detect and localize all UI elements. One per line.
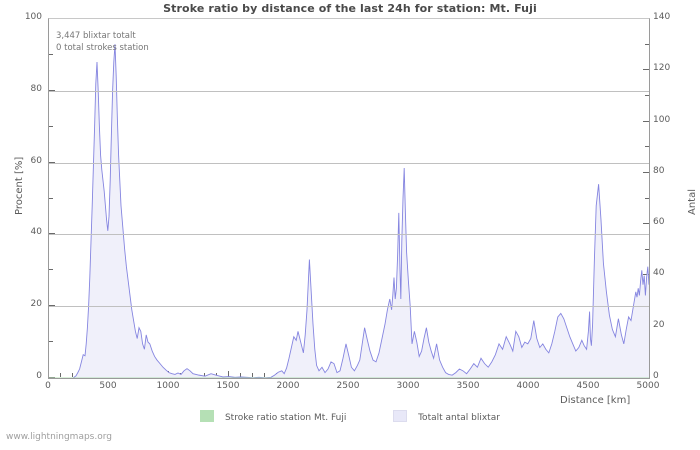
y2-axis-tick-label: 80 — [653, 166, 665, 176]
y-axis-tick-label: 100 — [24, 12, 42, 22]
x-axis-tick-label: 3000 — [396, 381, 420, 391]
series-stroke-ratio — [49, 377, 649, 378]
y-axis-minor-tick — [49, 269, 53, 270]
chart-legend: Stroke ratio station Mt. Fuji Totalt ant… — [0, 410, 700, 423]
series-total-strokes — [49, 44, 649, 378]
x-axis-minor-tick — [72, 373, 73, 377]
gridline — [49, 234, 649, 235]
y2-axis-tick-label: 40 — [653, 268, 665, 278]
legend-swatch-stroke-ratio — [200, 410, 215, 422]
x-axis-minor-tick — [204, 373, 205, 377]
y-axis-tick-label: 40 — [30, 227, 42, 237]
y-axis-minor-tick — [49, 341, 53, 342]
y2-axis-major-tick — [643, 223, 649, 224]
x-axis-minor-tick — [264, 373, 265, 377]
y-axis-right-title: Antal — [687, 188, 698, 215]
x-axis-major-tick — [228, 371, 229, 377]
x-axis-tick-label: 4500 — [576, 381, 600, 391]
y2-axis-minor-tick — [645, 198, 649, 199]
plot-inner — [49, 19, 649, 378]
x-axis-minor-tick — [252, 373, 253, 377]
y2-axis-tick-label: 140 — [653, 12, 671, 22]
y2-axis-minor-tick — [645, 249, 649, 250]
legend-item-total-strokes: Totalt antal blixtar — [393, 410, 500, 423]
y2-axis-tick-label: 0 — [653, 371, 659, 381]
gridline — [49, 91, 649, 92]
annotation-total-strokes: 3,447 blixtar totalt — [56, 31, 136, 41]
legend-item-stroke-ratio: Stroke ratio station Mt. Fuji — [200, 410, 346, 423]
series-total-strokes-fill — [49, 44, 649, 378]
y-axis-major-tick — [49, 233, 55, 234]
y2-axis-major-tick — [643, 121, 649, 122]
x-axis-tick-label: 2000 — [276, 381, 300, 391]
footer-url: www.lightningmaps.org — [6, 432, 112, 442]
y2-axis-minor-tick — [645, 95, 649, 96]
y-axis-tick-label: 0 — [36, 371, 42, 381]
x-axis-tick-label: 4000 — [516, 381, 540, 391]
x-axis-title: Distance [km] — [560, 395, 631, 406]
x-axis-minor-tick — [60, 373, 61, 377]
x-axis-tick-label: 0 — [45, 381, 51, 391]
y2-axis-tick-label: 60 — [653, 217, 665, 227]
annotation-station-strokes: 0 total strokes station — [56, 43, 149, 53]
legend-label-total-strokes: Totalt antal blixtar — [418, 412, 500, 423]
x-axis-tick-label: 1500 — [216, 381, 240, 391]
y2-axis-major-tick — [643, 69, 649, 70]
y2-axis-tick-label: 20 — [653, 320, 665, 330]
x-axis-tick-label: 500 — [99, 381, 117, 391]
y2-axis-tick-label: 100 — [653, 115, 671, 125]
y-axis-tick-label: 20 — [30, 299, 42, 309]
y2-axis-major-tick — [643, 274, 649, 275]
y-axis-major-tick — [49, 90, 55, 91]
y2-axis-tick-label: 120 — [653, 63, 671, 73]
y-axis-minor-tick — [49, 198, 53, 199]
y-axis-minor-tick — [49, 54, 53, 55]
series-total-strokes-line — [49, 44, 649, 378]
legend-label-stroke-ratio: Stroke ratio station Mt. Fuji — [224, 412, 347, 423]
x-axis-minor-tick — [240, 373, 241, 377]
x-axis-tick-label: 3500 — [456, 381, 480, 391]
x-axis-tick-label: 2500 — [336, 381, 360, 391]
x-axis-tick-label: 1000 — [156, 381, 180, 391]
y2-axis-major-tick — [643, 172, 649, 173]
y2-axis-minor-tick — [645, 146, 649, 147]
x-axis-tick-label: 5000 — [636, 381, 660, 391]
gridline — [49, 163, 649, 164]
chart-title: Stroke ratio by distance of the last 24h… — [163, 2, 537, 15]
legend-swatch-total-strokes — [393, 410, 408, 422]
y-axis-tick-label: 80 — [30, 84, 42, 94]
y-axis-tick-label: 60 — [30, 156, 42, 166]
y-axis-major-tick — [49, 305, 55, 306]
y2-axis-minor-tick — [645, 44, 649, 45]
plot-area — [48, 18, 650, 379]
gridline — [49, 306, 649, 307]
y-axis-major-tick — [49, 162, 55, 163]
y-axis-minor-tick — [49, 126, 53, 127]
